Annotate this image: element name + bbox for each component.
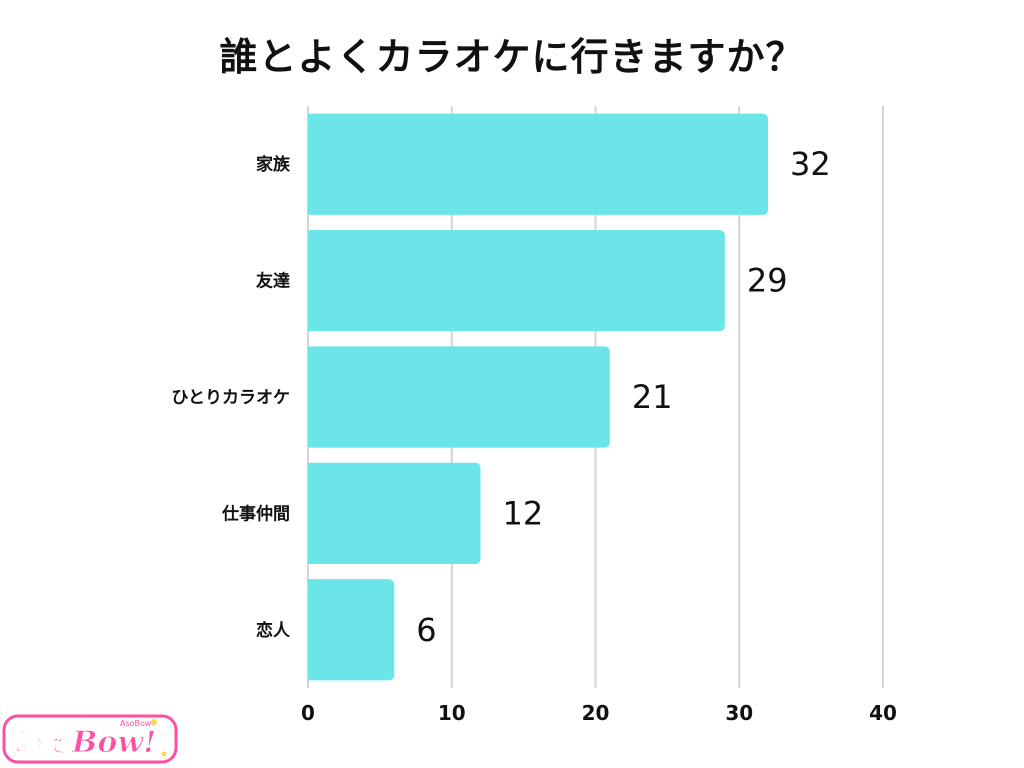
value-label: 29 xyxy=(747,262,788,300)
bar xyxy=(308,113,768,215)
bar xyxy=(308,462,481,565)
svg-text:AsoBow!: AsoBow! xyxy=(120,719,155,728)
x-tick-label: 40 xyxy=(869,701,897,725)
x-tick-label: 30 xyxy=(725,701,753,725)
value-label: 32 xyxy=(790,145,831,183)
x-tick-label: 0 xyxy=(301,701,315,725)
bar xyxy=(308,229,725,332)
chart-title: 誰とよくカラオケに行きますか？ xyxy=(219,35,805,79)
asobow-logo: あそBow! AsoBow! xyxy=(2,714,178,764)
bar xyxy=(308,346,610,448)
value-label: 21 xyxy=(632,378,673,416)
x-tick-label: 10 xyxy=(438,701,466,725)
x-tick-label: 20 xyxy=(582,701,610,725)
category-label: 仕事仲間 xyxy=(221,503,290,524)
category-label: 友達 xyxy=(256,271,290,292)
value-label: 6 xyxy=(416,611,436,649)
category-label: 恋人 xyxy=(256,620,291,641)
value-label: 12 xyxy=(503,494,544,532)
category-label: ひとりカラオケ xyxy=(172,388,291,408)
svg-text:あそBow!: あそBow! xyxy=(12,725,156,760)
bar xyxy=(308,579,395,681)
category-label: 家族 xyxy=(256,154,291,175)
